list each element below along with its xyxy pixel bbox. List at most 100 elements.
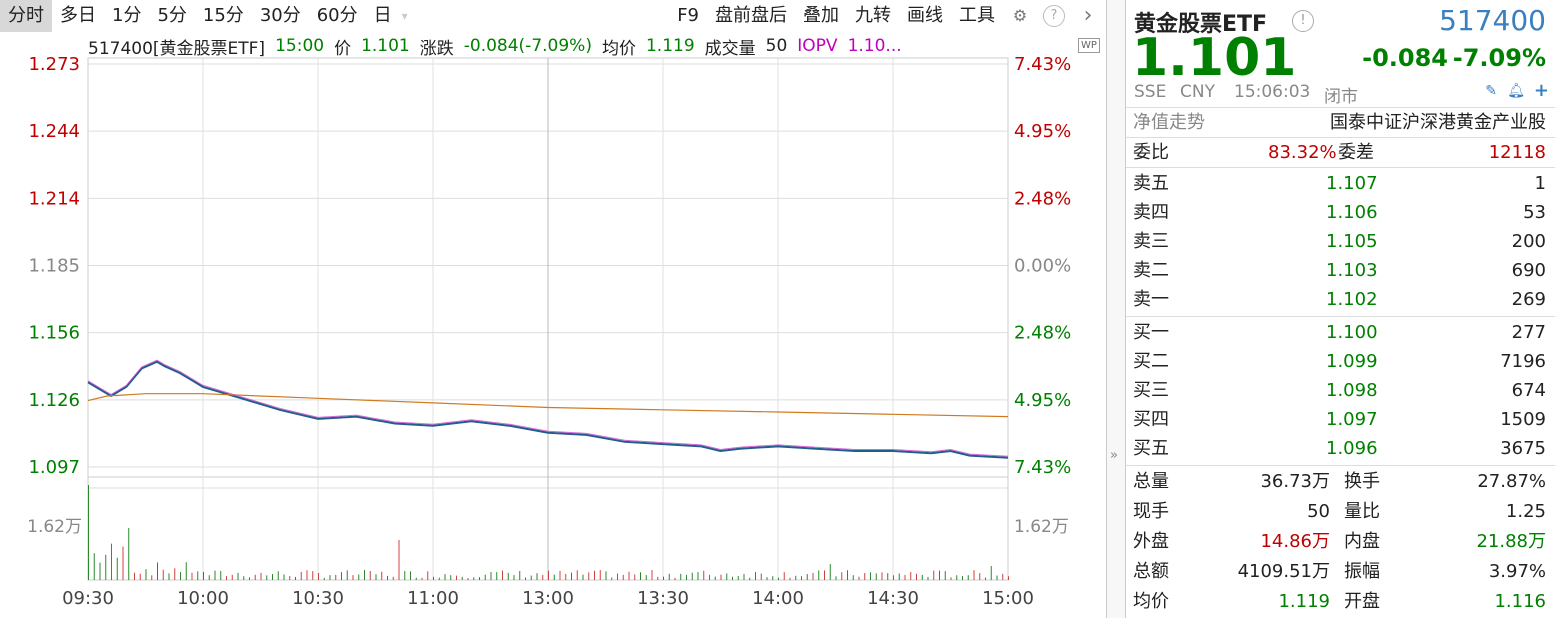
ask-row[interactable]: 卖五 1.107 1 bbox=[1133, 169, 1546, 198]
volume-bar bbox=[191, 572, 193, 580]
stat-value: 21.88万 bbox=[1476, 531, 1546, 552]
volume-bar bbox=[346, 570, 348, 580]
level-price: 1.096 bbox=[1326, 438, 1378, 459]
level-volume: 269 bbox=[1511, 289, 1546, 310]
volume-bar bbox=[645, 575, 647, 580]
volume-bar bbox=[381, 571, 383, 580]
wp-badge[interactable]: WP bbox=[1078, 38, 1100, 53]
volume-bar bbox=[910, 572, 912, 580]
change-label: 涨跌 bbox=[419, 38, 454, 59]
volume-bar bbox=[996, 575, 998, 580]
volume-bar bbox=[967, 575, 969, 580]
add-icon[interactable]: + bbox=[1533, 80, 1549, 101]
bid-row[interactable]: 买四 1.097 1509 bbox=[1133, 405, 1546, 434]
tab-dropdown-icon[interactable]: ▾ bbox=[401, 9, 408, 23]
level-price: 1.099 bbox=[1326, 351, 1378, 372]
volume-bar bbox=[588, 572, 590, 580]
volume-bar bbox=[605, 571, 607, 580]
volume-bar bbox=[939, 570, 940, 580]
level-volume: 1 bbox=[1534, 173, 1546, 194]
volume-bar bbox=[237, 572, 239, 580]
ask-row[interactable]: 卖三 1.105 200 bbox=[1133, 227, 1546, 256]
volume-bar bbox=[197, 571, 199, 580]
volume-value: 50 bbox=[765, 36, 788, 56]
volume-bar bbox=[611, 577, 613, 580]
volume-bar bbox=[956, 575, 958, 580]
bid-row[interactable]: 买五 1.096 3675 bbox=[1133, 434, 1546, 463]
volume-bar bbox=[421, 577, 423, 580]
volume-bar bbox=[686, 574, 687, 580]
y-tick-right: 2.48% bbox=[1014, 188, 1071, 209]
tab-period-3[interactable]: 5分 bbox=[157, 5, 187, 26]
panel-divider[interactable]: » bbox=[1106, 0, 1126, 618]
level-price: 1.106 bbox=[1326, 202, 1378, 223]
volume-bar bbox=[473, 577, 475, 580]
ask-row[interactable]: 卖四 1.106 53 bbox=[1133, 198, 1546, 227]
volume-label-left: 1.62万 bbox=[27, 517, 82, 537]
volume-bar bbox=[243, 576, 245, 580]
tab-period-6[interactable]: 60分 bbox=[316, 5, 358, 26]
help-icon[interactable]: ? bbox=[1043, 5, 1065, 27]
chevron-right-icon[interactable]: › bbox=[1083, 3, 1093, 28]
market-status: 闭市 bbox=[1324, 87, 1358, 107]
volume-bar bbox=[300, 571, 302, 580]
ask-row[interactable]: 卖一 1.102 269 bbox=[1133, 285, 1546, 314]
volume-bar bbox=[134, 572, 135, 580]
toolbar-item-5[interactable]: 工具 bbox=[959, 5, 995, 26]
toolbar-item-3[interactable]: 九转 bbox=[855, 5, 891, 26]
bid-row[interactable]: 买三 1.098 674 bbox=[1133, 376, 1546, 405]
volume-bar bbox=[519, 570, 521, 580]
tab-period-2[interactable]: 1分 bbox=[112, 5, 142, 26]
nav-row[interactable]: 净值走势 国泰中证沪深港黄金产业股 bbox=[1133, 108, 1546, 137]
volume-bar bbox=[392, 576, 394, 580]
x-tick: 10:00 bbox=[177, 588, 229, 609]
toolbar-item-0[interactable]: F9 bbox=[677, 5, 699, 26]
tab-period-0[interactable]: 分时 bbox=[0, 0, 52, 32]
volume-bar bbox=[484, 574, 486, 580]
gear-icon[interactable]: ⚙ bbox=[1012, 6, 1028, 25]
info-icon[interactable]: ! bbox=[1292, 10, 1314, 32]
volume-bar bbox=[916, 573, 917, 580]
toolbar-item-2[interactable]: 叠加 bbox=[803, 5, 839, 26]
tab-period-4[interactable]: 15分 bbox=[202, 5, 244, 26]
y-tick-left: 1.244 bbox=[28, 121, 80, 142]
volume-bar bbox=[760, 573, 762, 580]
volume-bar bbox=[496, 572, 498, 580]
nav-label[interactable]: 净值走势 bbox=[1133, 112, 1205, 133]
weibi-label: 委比 bbox=[1133, 142, 1169, 163]
tab-period-5[interactable]: 30分 bbox=[259, 5, 301, 26]
volume-bar bbox=[651, 570, 653, 580]
exchange: SSE bbox=[1134, 82, 1167, 102]
bell-icon[interactable]: 🔔︎ bbox=[1507, 83, 1525, 99]
volume-bar bbox=[617, 573, 618, 580]
toolbar-item-1[interactable]: 盘前盘后 bbox=[715, 5, 787, 26]
volume-bar bbox=[490, 571, 492, 580]
volume-bar bbox=[824, 570, 825, 580]
edit-icon[interactable]: ✎ bbox=[1485, 83, 1497, 99]
stat-label: 开盘 bbox=[1344, 591, 1380, 612]
expand-icon[interactable]: » bbox=[1110, 448, 1118, 463]
avg-value: 1.119 bbox=[645, 36, 695, 56]
volume-bar bbox=[668, 573, 670, 580]
bid-row[interactable]: 买一 1.100 277 bbox=[1133, 318, 1546, 347]
volume-bar bbox=[726, 573, 728, 580]
volume-bar bbox=[456, 575, 457, 580]
volume-bar bbox=[93, 553, 95, 580]
volume-bar bbox=[927, 576, 929, 580]
ask-row[interactable]: 卖二 1.103 690 bbox=[1133, 256, 1546, 285]
volume-bar bbox=[111, 543, 112, 580]
volume-bar bbox=[341, 572, 342, 580]
volume-bar bbox=[732, 576, 733, 580]
stats-row: 总量 36.73万 换手 27.87% bbox=[1133, 467, 1546, 496]
tab-period-1[interactable]: 多日 bbox=[60, 5, 96, 26]
toolbar-item-4[interactable]: 画线 bbox=[907, 5, 943, 26]
level-volume: 7196 bbox=[1500, 351, 1546, 372]
volume-bar bbox=[444, 574, 446, 580]
volume-bar bbox=[318, 572, 319, 580]
bid-row[interactable]: 买二 1.099 7196 bbox=[1133, 347, 1546, 376]
volume-bar bbox=[881, 572, 883, 580]
volume-bar bbox=[467, 577, 469, 580]
tab-period-7[interactable]: 日 bbox=[373, 5, 392, 26]
volume-bar bbox=[893, 575, 894, 580]
volume-bar bbox=[88, 485, 89, 580]
